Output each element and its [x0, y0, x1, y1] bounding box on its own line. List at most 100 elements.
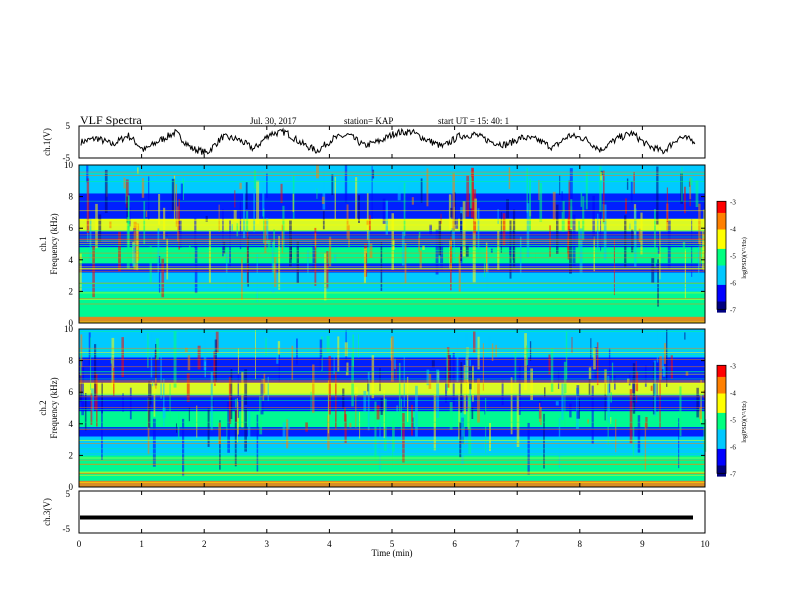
spectrogram-streak: [278, 235, 281, 290]
spectrogram-streak: [256, 254, 258, 302]
spectrogram-streak: [158, 256, 161, 293]
spectrogram-streak: [177, 206, 179, 242]
spectrogram-line: [79, 373, 705, 375]
spectrogram-streak: [659, 376, 661, 429]
spectrogram-streak: [543, 413, 545, 469]
spectrogram-streak: [484, 408, 486, 415]
spectrogram-streak: [358, 334, 359, 358]
spectrogram-streak: [141, 178, 145, 198]
spectrogram-streak: [122, 393, 124, 412]
spectrogram-streak: [235, 398, 237, 408]
spectrogram-streak: [380, 398, 383, 415]
spectrogram-streak: [635, 361, 637, 392]
colorbar-swatch: [717, 295, 726, 299]
spectrogram-line: [79, 464, 705, 465]
spectrogram-streak: [322, 165, 326, 210]
spectrogram-line: [79, 173, 705, 174]
spectrogram-streak: [334, 176, 336, 221]
spectrogram-streak: [679, 386, 682, 437]
spectrogram-streak: [402, 413, 405, 463]
spectrogram-streak: [510, 377, 513, 435]
spectrogram-streak: [391, 336, 394, 382]
colorbar-swatch: [717, 248, 726, 252]
spectrogram-streak: [455, 218, 459, 229]
spectrogram-streak: [426, 168, 429, 207]
spectrogram-streak: [412, 417, 414, 435]
spectrogram-streak: [610, 417, 612, 424]
spectrogram-streak: [561, 201, 565, 232]
spectrogram-streak: [431, 360, 435, 368]
colorbar-swatch: [717, 229, 726, 233]
spectrogram-streak: [237, 358, 239, 418]
freq-tick-label: 4: [69, 419, 74, 429]
spectrogram-streak: [371, 166, 373, 219]
spectrogram-line: [79, 269, 705, 270]
ch2-spectrogram-ylabel: Frequency (kHz): [49, 377, 59, 438]
spectrogram-streak: [86, 178, 90, 234]
spectrogram-streak: [334, 254, 337, 262]
spectrogram-streak: [234, 190, 236, 208]
spectrogram-streak: [529, 179, 531, 231]
time-axis: 0 1 2 3 4 5 6 7 8 9 10: [77, 126, 710, 549]
colorbar-swatch: [717, 212, 726, 216]
spectrogram-streak: [80, 351, 82, 376]
colorbar-swatch: [717, 262, 726, 266]
spectrogram-streak: [529, 341, 532, 361]
spectrogram-streak: [698, 203, 701, 245]
spectrogram-streak: [582, 196, 585, 241]
freq-tick-label: 6: [69, 387, 74, 397]
spectrogram-streak: [569, 168, 573, 207]
colorbar-swatch: [717, 412, 726, 416]
spectrogram-streak: [267, 376, 269, 401]
spectrogram-streak: [650, 385, 653, 391]
spectrogram-streak: [148, 380, 151, 428]
spectrogram-streak: [456, 338, 459, 382]
spectrogram-line: [79, 292, 705, 294]
freq-tick-label: 6: [69, 223, 74, 233]
spectrogram-streak: [449, 402, 453, 430]
spectrogram-streak: [666, 187, 668, 222]
colorbar-swatch: [717, 287, 726, 291]
ch1-ytick-top: 5: [66, 121, 71, 131]
spectrogram-streak: [352, 334, 354, 368]
colorbar-swatch: [717, 376, 726, 380]
spectrogram-streak: [530, 368, 533, 400]
spectrogram-line: [79, 400, 705, 401]
colorbar-swatch: [717, 223, 726, 227]
colorbar-swatch: [717, 365, 726, 369]
colorbar-swatch: [717, 459, 726, 463]
spectrogram-line: [79, 181, 705, 182]
spectrogram-line: [79, 371, 705, 373]
spectrogram-streak: [403, 182, 406, 236]
spectrogram-streak: [501, 379, 504, 406]
spectrogram-streak: [465, 332, 468, 380]
spectrogram-streak: [314, 227, 317, 286]
spectrogram-streak: [349, 422, 352, 428]
spectrogram-line: [79, 393, 705, 395]
colorbar-swatch: [717, 415, 726, 419]
colorbar-swatch: [717, 393, 726, 397]
spectrogram-streak: [379, 367, 381, 392]
spectrogram-streak: [540, 407, 542, 425]
spectrogram-streak: [266, 173, 268, 199]
spectrogram-streak: [685, 371, 689, 376]
spectrogram-streak: [316, 188, 318, 199]
spectrogram-streak: [597, 213, 599, 250]
spectrogram-streak: [429, 224, 432, 235]
colorbar-swatch: [717, 387, 726, 391]
spectrogram-streak: [684, 332, 686, 340]
spectrogram-streak: [392, 417, 395, 452]
spectrogram-streak: [259, 395, 263, 435]
spectrogram-streak: [163, 378, 165, 427]
ch3-waveform-frame: [78, 490, 706, 534]
spectrogram-streak: [426, 369, 430, 386]
spectrogram-streak: [244, 369, 248, 405]
spectrogram-streak: [155, 344, 157, 378]
spectrogram-streak: [145, 211, 148, 217]
spectrogram-streak: [526, 345, 529, 366]
spectrogram-streak: [178, 220, 182, 248]
spectrogram-line: [79, 239, 705, 241]
spectrogram-streak: [472, 226, 476, 283]
time-tick-label: 2: [202, 539, 207, 549]
spectrogram-streak: [607, 418, 609, 446]
